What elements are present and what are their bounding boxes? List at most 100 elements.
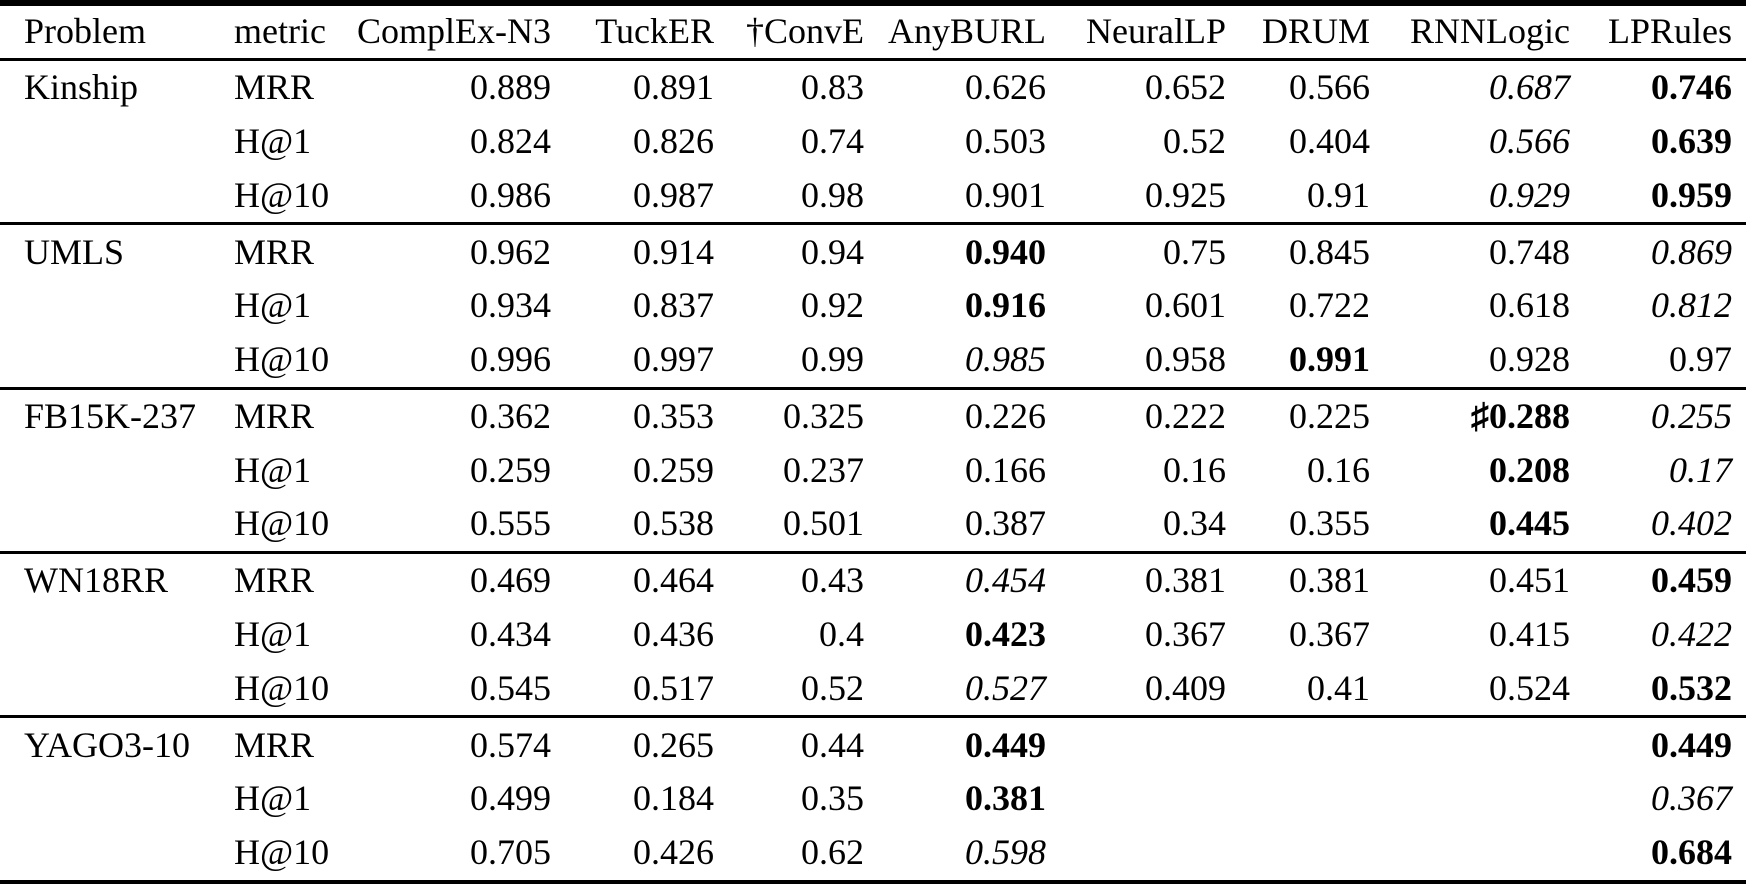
table-row: H@10 0.705 0.426 0.62 0.598 0.684 xyxy=(0,826,1746,882)
value-cell: 0.687 xyxy=(1489,67,1570,108)
value-cell: 0.598 xyxy=(965,832,1046,873)
value-cell: 0.959 xyxy=(1651,174,1732,215)
value-cell: 0.404 xyxy=(1289,120,1370,161)
problem-cell xyxy=(0,661,212,716)
value-cell: 0.527 xyxy=(965,667,1046,708)
problem-cell: Kinship xyxy=(24,67,139,108)
table-row: UMLS MRR 0.962 0.914 0.94 0.940 0.75 0.845 0.748… xyxy=(0,222,1746,280)
value-cell: 0.985 xyxy=(965,338,1046,379)
value-cell: 0.538 xyxy=(633,503,714,544)
value-cell: 0.705 xyxy=(470,832,551,873)
column-header: RNNLogic xyxy=(1384,3,1584,61)
value-cell: 0.353 xyxy=(565,386,728,444)
table-row: H@1 0.499 0.184 0.35 0.381 0.367 xyxy=(0,772,1746,825)
value-cell: 0.532 xyxy=(1651,667,1732,708)
value-cell: 0.812 xyxy=(1651,285,1732,326)
value-cell xyxy=(1384,715,1584,773)
value-cell: 0.454 xyxy=(878,551,1060,608)
column-header: ComplEx-N3 xyxy=(336,3,565,61)
value-cell: 0.16 xyxy=(1307,449,1370,490)
value-cell xyxy=(1060,715,1240,773)
table-row: FB15K-237 MRR 0.362 0.353 0.325 0.226 0.222 0.2… xyxy=(0,386,1746,444)
value-cell: 0.901 xyxy=(965,174,1046,215)
value-cell: 0.928 xyxy=(1489,338,1570,379)
column-header: Problem xyxy=(0,3,212,61)
value-cell: 0.499 xyxy=(470,778,551,819)
value-cell xyxy=(1384,772,1584,825)
value-cell: 0.824 xyxy=(470,120,551,161)
value-cell: 0.41 xyxy=(1307,667,1370,708)
value-cell: 0.381 xyxy=(1060,551,1240,608)
value-cell: 0.891 xyxy=(633,67,714,108)
value-cell: 0.362 xyxy=(336,386,565,444)
value-cell: 0.4 xyxy=(819,613,864,654)
column-header: metric xyxy=(212,3,336,61)
table-row: H@10 0.545 0.517 0.52 0.527 0.409 0.41 0.524 0.5… xyxy=(0,661,1746,716)
value-cell: 0.367 xyxy=(1289,613,1370,654)
problem-cell: FB15K-237 xyxy=(0,386,212,444)
table-row: YAGO3-10 MRR 0.574 0.265 0.44 0.449 0.449 xyxy=(0,715,1746,773)
column-header: DRUM xyxy=(1240,3,1384,61)
metric-cell: H@10 xyxy=(234,338,330,379)
value-cell: 0.97 xyxy=(1669,338,1732,379)
value-cell: 0.74 xyxy=(801,120,864,161)
table-row: WN18RR MRR 0.469 0.464 0.43 0.454 0.381 0.381 0.… xyxy=(0,551,1746,608)
metric-cell: H@10 xyxy=(234,174,330,215)
value-cell: 0.449 xyxy=(1584,715,1746,773)
value-cell: 0.255 xyxy=(1584,386,1746,444)
value-cell: 0.618 xyxy=(1489,285,1570,326)
value-cell: 0.869 xyxy=(1584,222,1746,280)
header-row: Problem metric ComplEx-N3 TuckER †ConvE AnyBU… xyxy=(0,3,1746,61)
value-cell: 0.555 xyxy=(470,503,551,544)
table-row: H@10 0.996 0.997 0.99 0.985 0.958 0.991 0.928 0.… xyxy=(0,333,1746,388)
value-cell: 0.991 xyxy=(1289,338,1370,379)
value-cell: 0.381 xyxy=(1240,551,1384,608)
value-cell: 0.464 xyxy=(565,551,728,608)
value-cell: 0.566 xyxy=(1289,67,1370,108)
value-cell: 0.94 xyxy=(728,222,878,280)
column-header: TuckER xyxy=(565,3,728,61)
value-cell xyxy=(1240,772,1384,825)
value-cell: 0.75 xyxy=(1060,222,1240,280)
value-cell: 0.469 xyxy=(336,551,565,608)
problem-cell xyxy=(0,497,212,552)
value-cell: 0.35 xyxy=(801,778,864,819)
value-cell: 0.445 xyxy=(1489,503,1570,544)
value-cell: 0.225 xyxy=(1240,386,1384,444)
value-cell: 0.415 xyxy=(1489,613,1570,654)
value-cell: 0.501 xyxy=(783,503,864,544)
value-cell: 0.837 xyxy=(633,285,714,326)
metric-cell: H@1 xyxy=(234,120,312,161)
value-cell: 0.524 xyxy=(1489,667,1570,708)
problem-cell xyxy=(0,115,212,168)
value-cell: 0.17 xyxy=(1669,449,1732,490)
metric-cell: H@1 xyxy=(234,285,312,326)
value-cell: 0.381 xyxy=(965,778,1046,819)
problem-cell xyxy=(0,772,212,825)
table-row: H@1 0.824 0.826 0.74 0.503 0.52 0.404 0.566 0.63… xyxy=(0,115,1746,168)
problem-cell xyxy=(0,168,212,223)
table-body: Kinship MRR 0.889 0.891 0.83 0.626 0.652 0.566 0… xyxy=(0,60,1746,883)
value-cell: 0.16 xyxy=(1163,449,1226,490)
column-header: †ConvE xyxy=(728,3,878,61)
table-row: Kinship MRR 0.889 0.891 0.83 0.626 0.652 0.566 0… xyxy=(0,60,1746,115)
value-cell: 0.402 xyxy=(1651,503,1732,544)
value-cell: 0.43 xyxy=(728,551,878,608)
value-cell: 0.929 xyxy=(1489,174,1570,215)
value-cell: 0.997 xyxy=(633,338,714,379)
value-cell: 0.601 xyxy=(1145,285,1226,326)
value-cell: 0.98 xyxy=(801,174,864,215)
table-row: H@1 0.434 0.436 0.4 0.423 0.367 0.367 0.415 0.42… xyxy=(0,608,1746,661)
value-cell: 0.44 xyxy=(728,715,878,773)
value-cell: 0.916 xyxy=(965,285,1046,326)
value-cell: 0.459 xyxy=(1584,551,1746,608)
value-cell: 0.265 xyxy=(565,715,728,773)
value-cell: 0.434 xyxy=(470,613,551,654)
problem-cell: WN18RR xyxy=(0,551,212,608)
table-row: H@1 0.934 0.837 0.92 0.916 0.601 0.722 0.618 0.8… xyxy=(0,279,1746,332)
value-cell: 0.987 xyxy=(633,174,714,215)
metric-cell: H@1 xyxy=(234,449,312,490)
value-cell: 0.422 xyxy=(1651,613,1732,654)
value-cell: 0.934 xyxy=(470,285,551,326)
